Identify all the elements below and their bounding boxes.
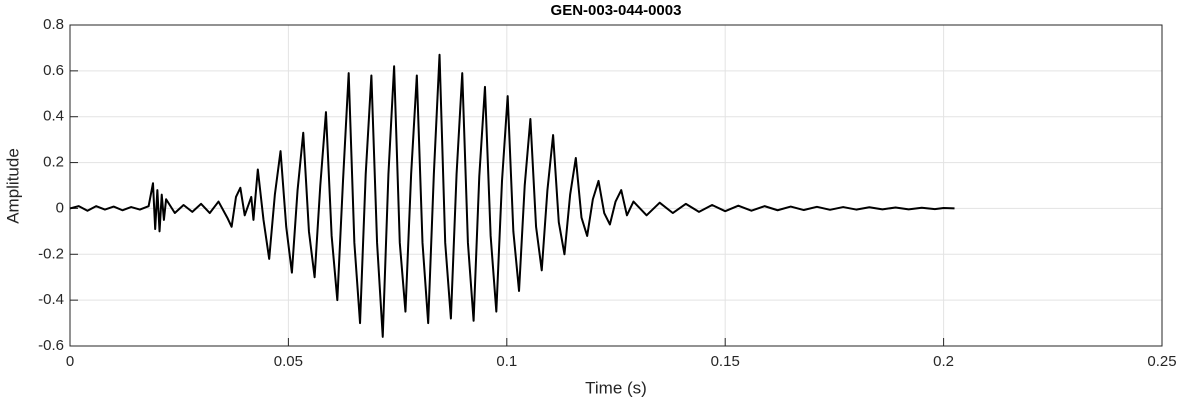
y-tick-label: 0.6 — [43, 62, 64, 79]
y-tick-label: -0.4 — [38, 291, 64, 308]
y-tick-label: 0.8 — [43, 16, 64, 33]
y-tick-label: 0.2 — [43, 154, 64, 171]
plot-frame — [69, 24, 1163, 347]
y-tick-label: 0.4 — [43, 108, 64, 125]
x-axis-label: Time (s) — [585, 378, 647, 397]
chart-title: GEN-003-044-0003 — [551, 2, 682, 19]
waveform-line — [69, 53, 955, 338]
x-tick-label: 0.1 — [496, 353, 517, 370]
y-tick-label: 0 — [56, 199, 64, 216]
x-tick-label: 0.2 — [933, 353, 954, 370]
y-tick-label: -0.2 — [38, 245, 64, 262]
x-tick-label: 0 — [66, 353, 74, 370]
x-tick-label: 0.15 — [711, 353, 740, 370]
y-axis-label: Amplitude — [3, 148, 22, 224]
x-tick-label: 0.05 — [274, 353, 303, 370]
x-tick-label: 0.25 — [1147, 353, 1176, 370]
y-tick-label: -0.6 — [38, 337, 64, 354]
